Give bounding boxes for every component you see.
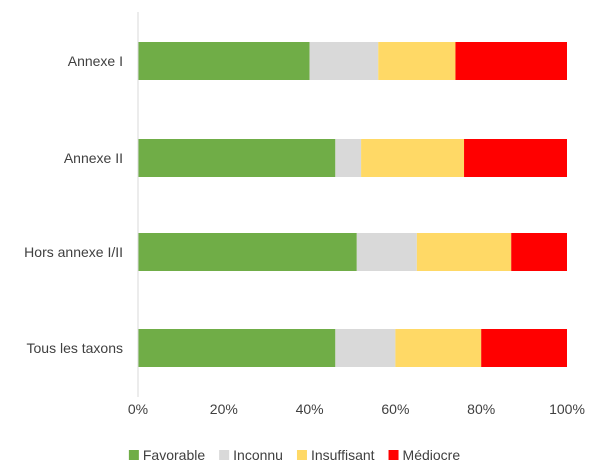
bar-segment-favorable-3	[138, 233, 357, 271]
bar-segment-médiocre-4	[481, 329, 567, 367]
category-label: Tous les taxons	[27, 340, 124, 356]
legend-swatch	[219, 450, 230, 460]
bar-segment-favorable-2	[138, 139, 336, 177]
x-tick-label: 60%	[381, 401, 409, 417]
bar-segment-médiocre-3	[511, 233, 567, 271]
bar-segment-insuffisant-3	[416, 233, 512, 271]
bar-segment-insuffisant-4	[395, 329, 482, 367]
category-labels: Annexe I Annexe II Hors annexe I/II Tous le…	[24, 53, 123, 356]
bar-segment-inconnu-1	[309, 42, 379, 80]
legend-swatch	[388, 450, 399, 460]
legend-label: Inconnu	[233, 447, 283, 463]
bar-segment-favorable-1	[138, 42, 310, 80]
x-tick-label: 80%	[467, 401, 495, 417]
x-tick-labels: 0% 20% 40% 60% 80% 100%	[128, 401, 585, 417]
legend-label: Favorable	[143, 447, 205, 463]
bar-segment-insuffisant-2	[361, 139, 465, 177]
category-label: Annexe I	[68, 53, 123, 69]
legend-item-favorable: Favorable	[128, 447, 205, 463]
bar-segment-médiocre-2	[464, 139, 567, 177]
bars-group	[138, 42, 567, 367]
legend-item-inconnu: Inconnu	[219, 447, 283, 463]
legend-label: Médiocre	[403, 447, 461, 463]
x-tick-label: 40%	[296, 401, 324, 417]
x-tick-label: 100%	[549, 401, 585, 417]
legend-label: Insuffisant	[311, 447, 375, 463]
legend-item-médiocre: Médiocre	[388, 447, 461, 463]
bar-segment-inconnu-4	[335, 329, 396, 367]
category-label: Hors annexe I/II	[24, 244, 123, 260]
bar-segment-inconnu-2	[335, 139, 362, 177]
bar-segment-inconnu-3	[356, 233, 417, 271]
category-label: Annexe II	[64, 150, 123, 166]
bar-segment-médiocre-1	[455, 42, 567, 80]
legend: Favorable Inconnu Insuffisant Médiocre	[128, 447, 461, 463]
legend-swatch	[128, 450, 139, 460]
bar-segment-insuffisant-1	[378, 42, 456, 80]
legend-item-insuffisant: Insuffisant	[296, 447, 375, 463]
bar-segment-favorable-4	[138, 329, 336, 367]
legend-swatch	[296, 450, 307, 460]
x-tick-label: 0%	[128, 401, 148, 417]
x-tick-label: 20%	[210, 401, 238, 417]
